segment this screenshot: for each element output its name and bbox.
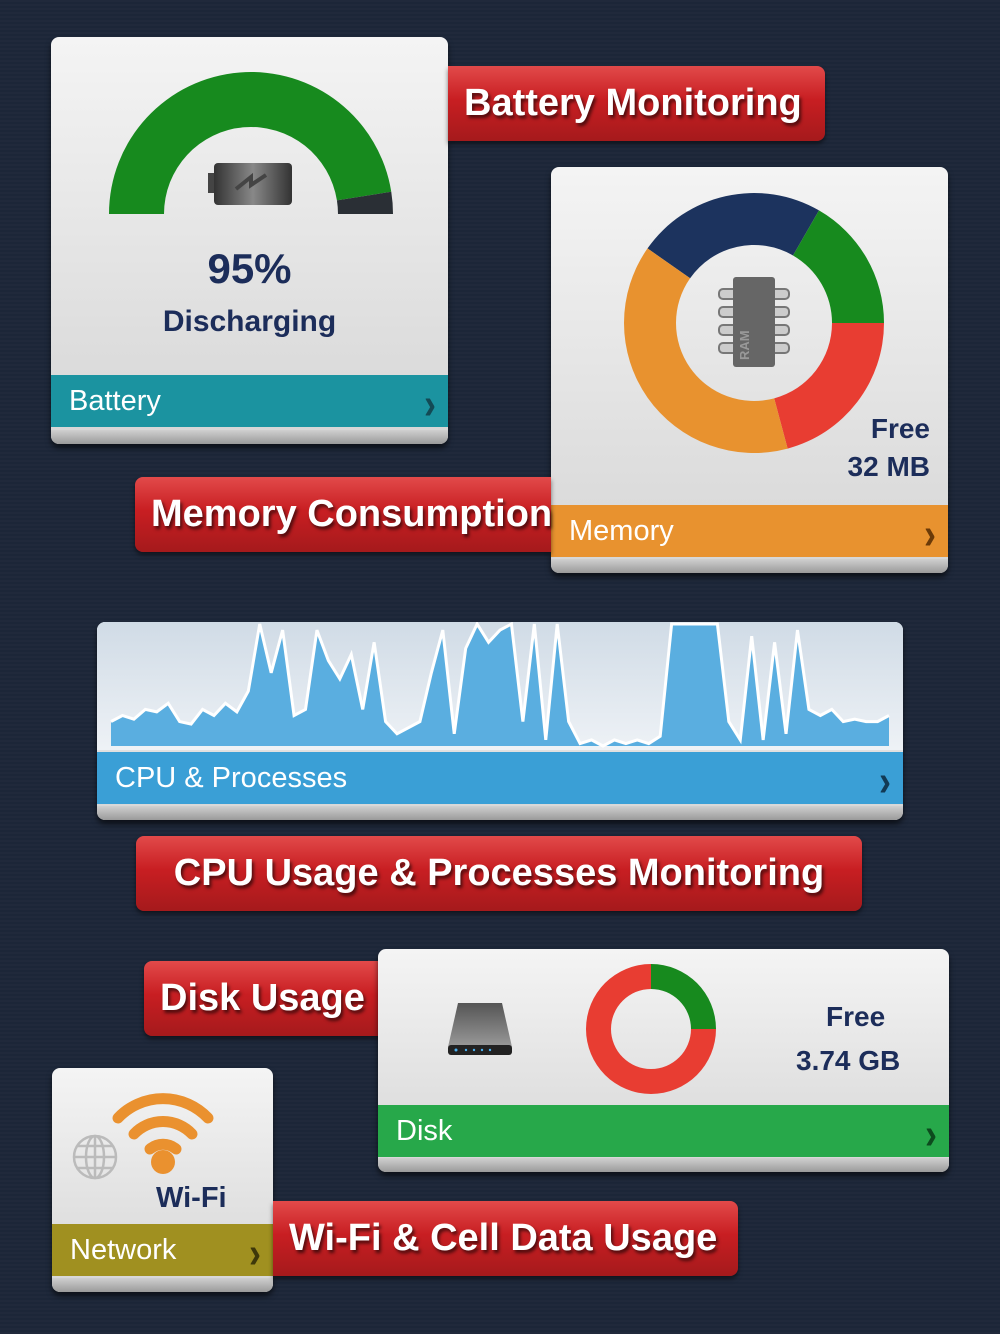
network-card[interactable]: Wi-Fi Network › [52, 1068, 273, 1292]
memory-segment-1 [793, 210, 884, 323]
memory-ribbon: Memory Consumption [135, 477, 552, 552]
cpu-history-area [111, 624, 889, 746]
battery-icon [208, 163, 292, 205]
gauge-filled [109, 72, 392, 215]
battery-ribbon: Battery Monitoring [448, 66, 825, 141]
cpu-history-line [110, 622, 890, 748]
network-ribbon: Wi-Fi & Cell Data Usage [273, 1201, 738, 1276]
battery-gauge [109, 72, 393, 215]
battery-bar[interactable]: Battery › [51, 375, 448, 428]
disk-used-segment [586, 964, 716, 1094]
disk-free-value: 3.74 GB [796, 1045, 901, 1076]
gauge-empty [336, 191, 393, 214]
cpu-ribbon: CPU Usage & Processes Monitoring [136, 836, 862, 911]
battery-bar-label: Battery [69, 384, 161, 417]
disk-bar[interactable]: Disk › [378, 1105, 949, 1158]
wifi-icon [112, 1093, 214, 1174]
battery-status: Discharging [162, 305, 337, 338]
ram-chip-label: RAM [737, 330, 752, 360]
memory-bar[interactable]: Memory › [551, 505, 948, 558]
disk-card[interactable]: Free 3.74 GB Disk › [378, 949, 949, 1172]
wifi-label: Wi-Fi [156, 1182, 227, 1214]
chevron-right-icon: › [249, 1227, 261, 1277]
chevron-right-icon: › [424, 378, 436, 428]
disk-free-segment [651, 964, 716, 1029]
memory-free-label: Free [870, 413, 930, 444]
memory-segment-3 [624, 248, 788, 453]
hard-drive-icon [448, 1003, 512, 1055]
chevron-right-icon: › [879, 755, 891, 805]
cpu-bar[interactable]: CPU & Processes › [97, 752, 903, 805]
battery-percent: 95% [207, 245, 292, 292]
memory-segment-0 [647, 193, 819, 279]
battery-card[interactable]: 95% Discharging Battery › [51, 37, 448, 444]
memory-bar-label: Memory [569, 514, 674, 547]
memory-card[interactable]: RAM Free 32 MB Memory › [551, 167, 948, 573]
chevron-right-icon: › [925, 1108, 937, 1158]
disk-free-label: Free [826, 1001, 886, 1032]
disk-ribbon: Disk Usage [144, 961, 384, 1036]
network-bar[interactable]: Network › [52, 1224, 273, 1277]
disk-donut [586, 964, 716, 1094]
cpu-history-graph [110, 622, 890, 748]
disk-bar-label: Disk [396, 1114, 453, 1147]
cpu-bar-label: CPU & Processes [115, 761, 348, 794]
cpu-card[interactable]: CPU & Processes › [97, 622, 903, 820]
network-bar-label: Network [70, 1233, 177, 1266]
memory-donut [624, 193, 884, 453]
chevron-right-icon: › [924, 508, 936, 558]
memory-segment-2 [774, 323, 884, 449]
globe-icon [72, 1134, 118, 1180]
memory-free-value: 32 MB [847, 451, 930, 482]
ram-chip-icon: RAM [718, 277, 790, 367]
